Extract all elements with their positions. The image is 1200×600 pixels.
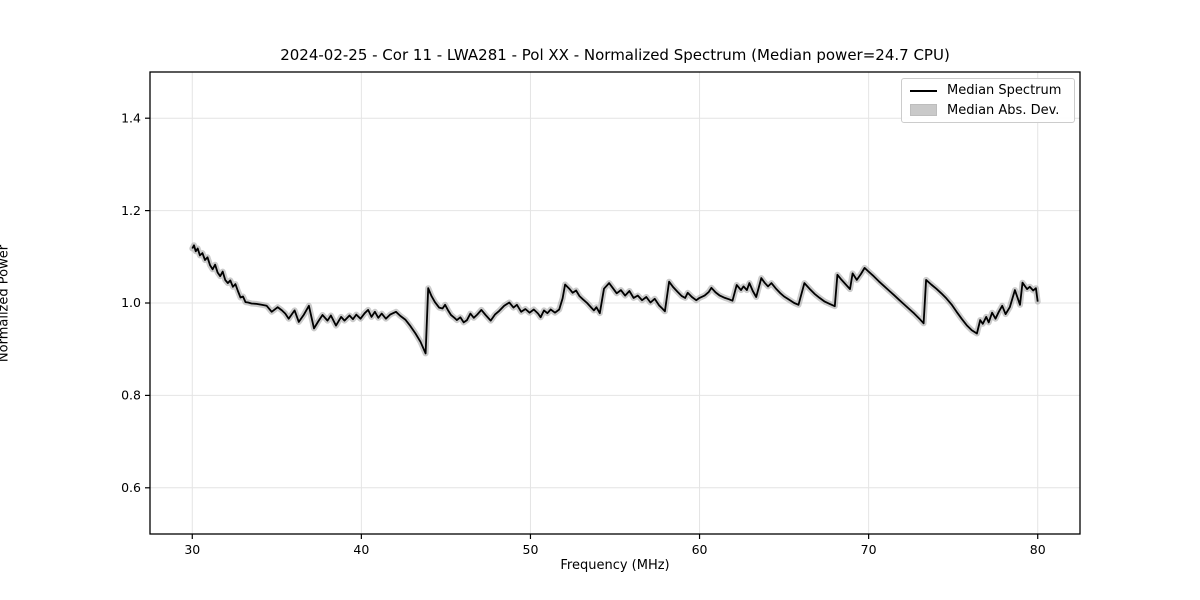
mad-band (189, 242, 1041, 357)
legend-item-median-abs-dev: Median Abs. Dev. (910, 103, 1066, 119)
median-spectrum-line (191, 244, 1039, 355)
x-tick-label-80: 80 (1030, 542, 1046, 557)
y-tick-label-1.0: 1.0 (121, 295, 141, 310)
legend-label: Median Spectrum (947, 83, 1062, 99)
y-tick-label-1.2: 1.2 (121, 203, 141, 218)
x-axis-label: Frequency (MHz) (560, 558, 670, 573)
x-tick-label-50: 50 (523, 542, 539, 557)
x-tick-label-60: 60 (692, 542, 708, 557)
y-tick-label-0.6: 0.6 (121, 480, 141, 495)
median-abs-dev-patch-swatch (910, 104, 937, 117)
y-tick-label-0.8: 0.8 (121, 388, 141, 403)
legend-item-median-spectrum: Median Spectrum (910, 83, 1066, 99)
x-tick-label-30: 30 (184, 542, 200, 557)
legend-label: Median Abs. Dev. (947, 102, 1060, 118)
legend: Median Spectrum Median Abs. Dev. (901, 78, 1075, 123)
x-tick-label-40: 40 (353, 542, 369, 557)
median-spectrum-line-swatch (910, 89, 937, 92)
y-tick-label-1.4: 1.4 (121, 110, 141, 125)
x-tick-label-70: 70 (861, 542, 877, 557)
chart-title: 2024-02-25 - Cor 11 - LWA281 - Pol XX - … (280, 46, 950, 64)
